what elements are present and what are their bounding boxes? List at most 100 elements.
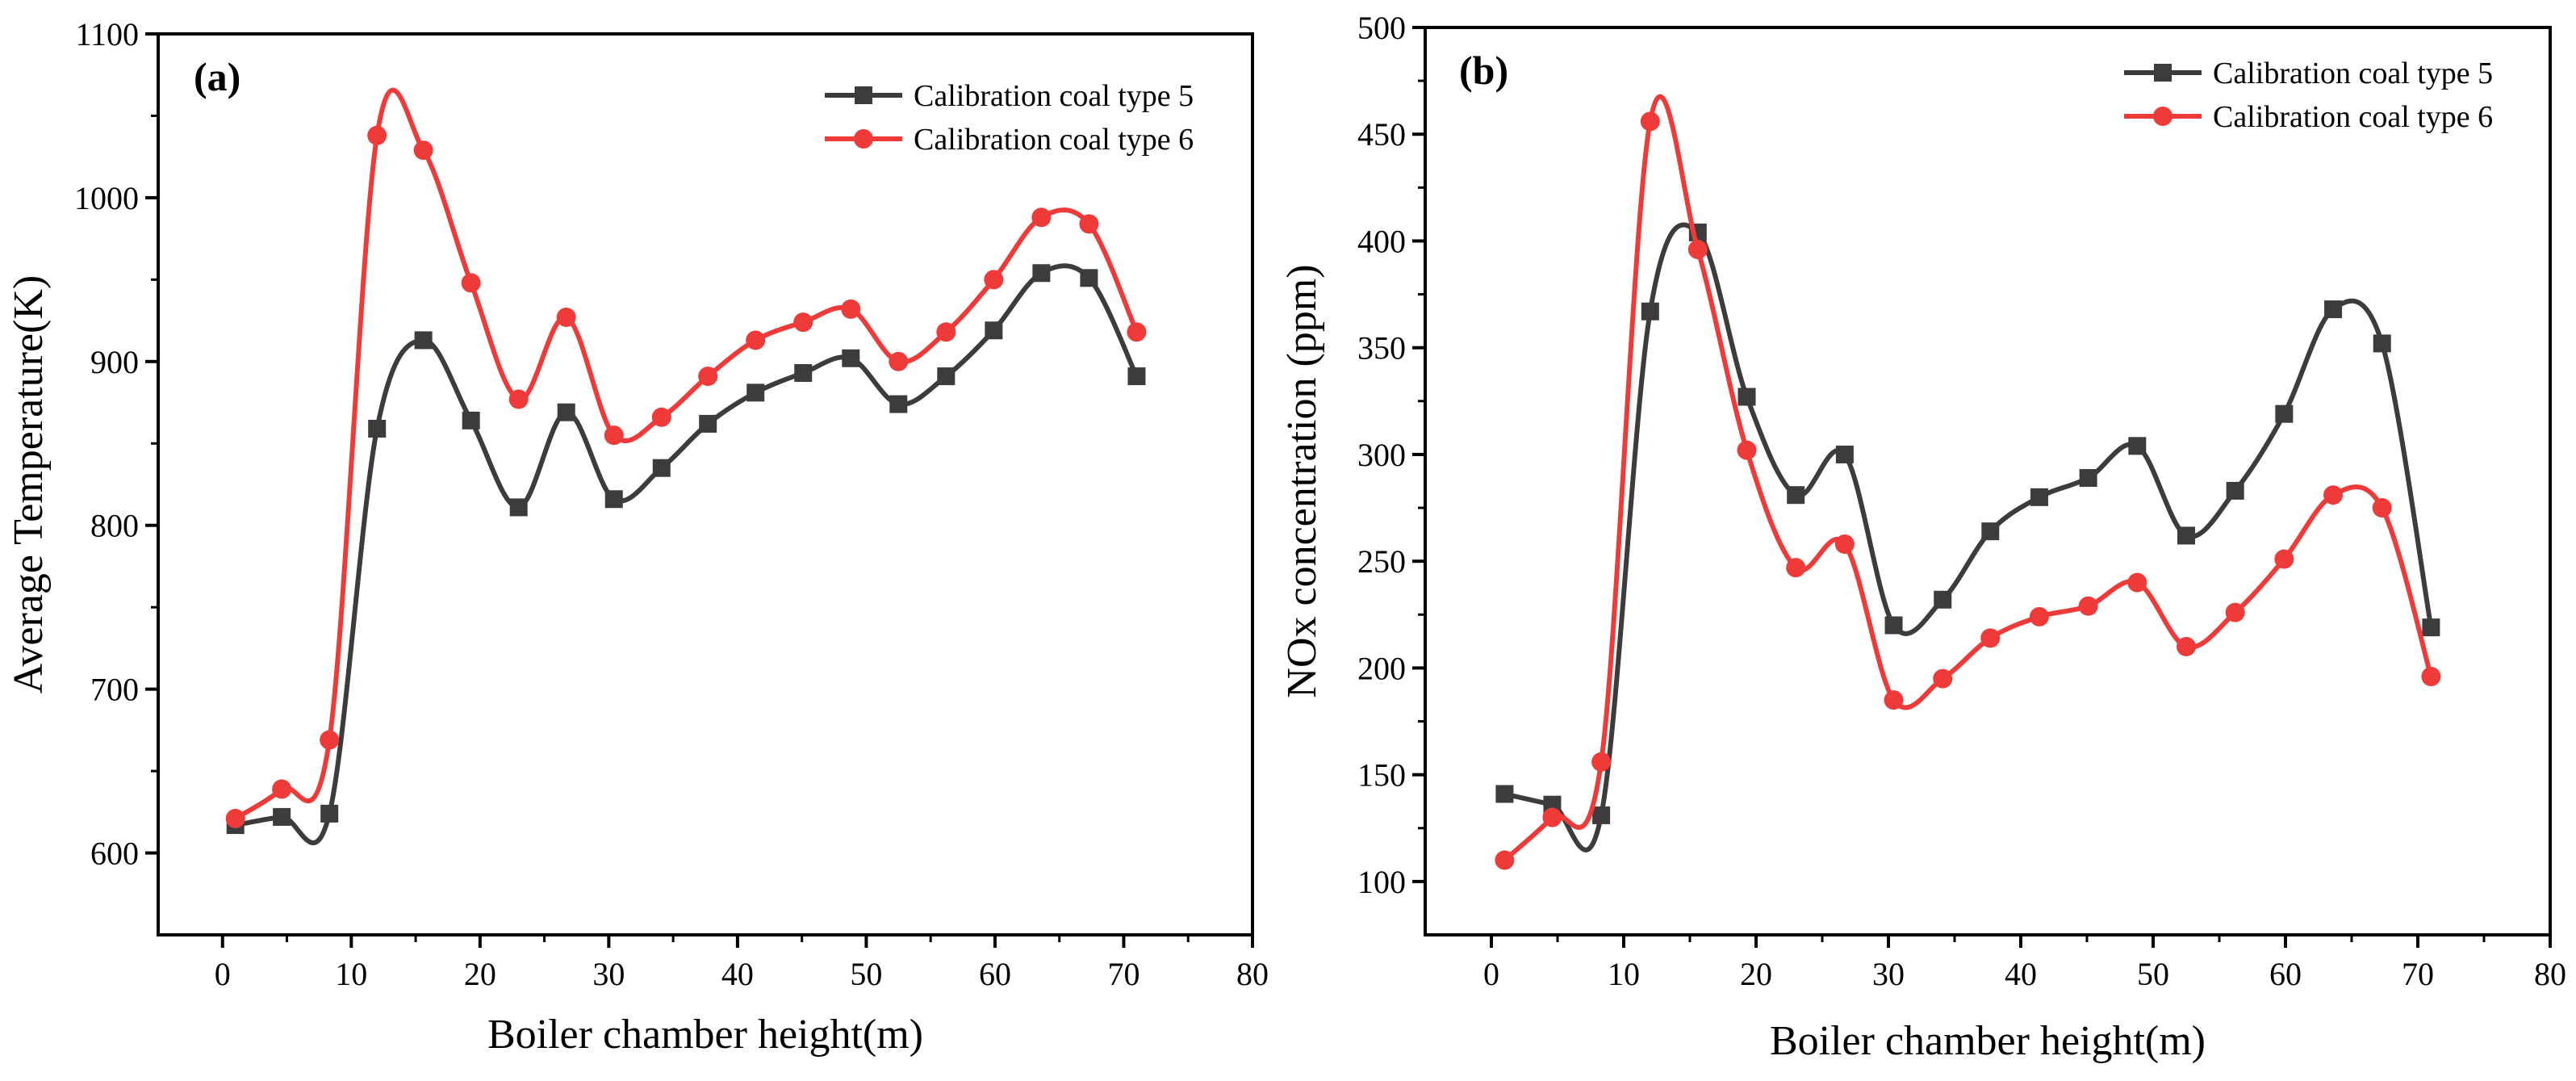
data-point-series-1 <box>2226 481 2244 500</box>
data-point-series-2 <box>2078 596 2098 616</box>
data-point-series-2 <box>2225 602 2245 622</box>
data-point-series-2 <box>367 125 387 145</box>
data-point-series-2 <box>604 425 624 446</box>
data-point-series-2 <box>413 140 433 161</box>
y-tick-label: 900 <box>90 344 139 380</box>
y-tick-label: 150 <box>1357 757 1406 794</box>
data-point-series-1 <box>794 364 813 383</box>
data-point-series-1 <box>889 395 908 413</box>
data-point-series-2 <box>1933 668 1953 689</box>
y-tick-label: 350 <box>1357 330 1406 367</box>
data-point-series-1 <box>2373 334 2391 353</box>
x-tick-label: 40 <box>2005 956 2037 992</box>
legend-label-1: Calibration coal type 5 <box>914 79 1194 113</box>
y-tick-label: 1000 <box>74 180 139 216</box>
y-tick-label: 600 <box>90 836 139 872</box>
data-point-series-1 <box>1592 806 1611 824</box>
data-point-series-2 <box>936 322 956 342</box>
data-point-series-1 <box>1495 785 1514 803</box>
data-point-series-1 <box>604 490 623 509</box>
data-point-series-1 <box>842 349 860 367</box>
data-point-series-1 <box>320 804 339 823</box>
data-point-series-2 <box>2029 606 2049 626</box>
data-point-series-2 <box>651 407 671 427</box>
panel-label: (a) <box>194 54 240 99</box>
y-tick-label: 300 <box>1357 437 1406 473</box>
data-point-series-1 <box>1032 264 1051 283</box>
series-line-1 <box>235 263 1140 845</box>
x-tick-label: 80 <box>1236 956 1269 992</box>
series-line-2 <box>234 87 1140 821</box>
data-point-series-1 <box>2275 404 2294 423</box>
data-point-series-2 <box>225 808 245 828</box>
data-point-series-2 <box>1542 807 1562 828</box>
legend-marker-1 <box>2154 64 2172 82</box>
data-point-series-1 <box>1641 302 1659 321</box>
data-point-series-1 <box>1884 616 1903 635</box>
chart-panel-b: 0 10 20 30 40 50 60 70 80 100 150 200 250 300 350 400 45… <box>1279 10 2566 1064</box>
panel-label: (b) <box>1459 48 1508 93</box>
x-tick-label: 50 <box>2137 956 2169 992</box>
data-point-series-1 <box>2030 488 2048 506</box>
x-tick-label: 70 <box>2402 956 2434 992</box>
data-point-series-2 <box>2372 498 2392 518</box>
y-axis-title: NOx concentration (ppm) <box>1279 264 1325 698</box>
x-tick-label: 70 <box>1107 956 1140 992</box>
y-axis-title: Average Temperature(K) <box>6 275 52 693</box>
data-point-series-1 <box>557 403 575 421</box>
data-point-series-2 <box>984 270 1004 290</box>
data-point-series-1 <box>1835 445 1854 463</box>
x-tick-label: 0 <box>1483 956 1499 992</box>
data-point-series-2 <box>1884 690 1904 710</box>
x-tick-label: 20 <box>464 956 496 992</box>
legend-label-1: Calibration coal type 5 <box>2213 57 2493 90</box>
plot-frame <box>1424 26 2552 936</box>
x-tick-label: 60 <box>979 956 1011 992</box>
data-point-series-2 <box>1640 111 1660 132</box>
data-point-series-1 <box>2324 300 2343 319</box>
data-point-series-2 <box>320 730 340 750</box>
x-tick-label: 10 <box>1608 956 1640 992</box>
legend-marker-2 <box>854 129 873 149</box>
data-point-series-2 <box>793 312 813 333</box>
data-point-series-1 <box>746 383 765 402</box>
data-point-series-2 <box>889 351 909 371</box>
y-tick-label: 450 <box>1357 116 1406 153</box>
plot-frame <box>157 32 1254 936</box>
legend-label-2: Calibration coal type 6 <box>2213 100 2493 134</box>
data-point-series-2 <box>556 308 576 328</box>
x-axis-title: Boiler chamber height(m) <box>487 1012 923 1058</box>
data-point-series-2 <box>1980 628 2001 648</box>
data-point-series-2 <box>508 389 529 409</box>
data-point-series-2 <box>2421 666 2441 686</box>
chart-panel-a: 0 10 20 30 40 50 60 70 80 600 700 800 900 1000 1100 Boi… <box>6 16 1269 1058</box>
x-tick-label: 0 <box>215 956 231 992</box>
data-point-series-2 <box>1031 207 1052 228</box>
x-tick-label: 20 <box>1740 956 1772 992</box>
data-point-series-1 <box>273 807 291 826</box>
y-tick-label: 200 <box>1357 650 1406 686</box>
legend-label-2: Calibration coal type 6 <box>914 123 1194 157</box>
data-point-series-2 <box>2127 572 2147 593</box>
data-point-series-1 <box>462 411 480 429</box>
x-axis-title: Boiler chamber height(m) <box>1770 1018 2206 1064</box>
data-point-series-1 <box>1981 522 2000 541</box>
x-tick-label: 30 <box>592 956 625 992</box>
data-point-series-2 <box>1079 214 1099 234</box>
data-point-series-1 <box>1080 269 1098 287</box>
x-tick-label: 80 <box>2534 956 2566 992</box>
data-point-series-2 <box>2274 549 2294 569</box>
data-point-series-2 <box>1737 440 1757 460</box>
y-tick-label: 250 <box>1357 543 1406 580</box>
data-point-series-2 <box>461 273 481 293</box>
data-point-series-2 <box>1786 558 1806 578</box>
data-point-series-1 <box>2422 618 2440 637</box>
data-point-series-2 <box>1495 850 1515 870</box>
data-point-series-1 <box>368 420 387 438</box>
y-tick-label: 400 <box>1357 223 1406 259</box>
data-point-series-1 <box>1738 388 1756 406</box>
data-point-series-1 <box>2177 526 2195 545</box>
legend-marker-2 <box>2153 107 2172 126</box>
data-point-series-1 <box>699 414 717 433</box>
